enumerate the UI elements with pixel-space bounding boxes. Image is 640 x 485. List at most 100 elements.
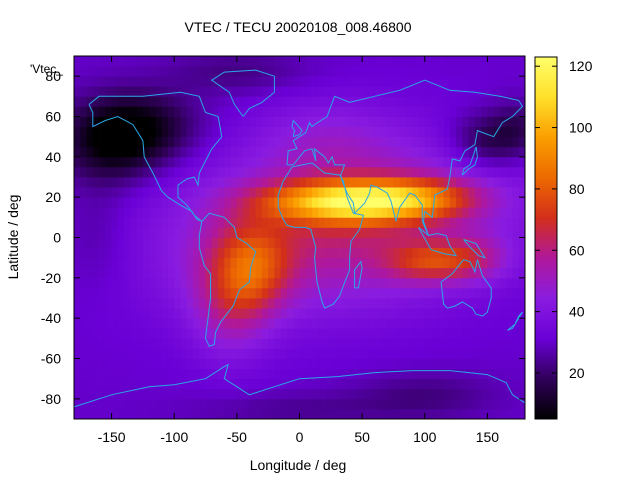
heatmap-cell [86,76,94,87]
heatmap-cell [167,287,175,299]
heatmap-cell [86,227,94,238]
heatmap-cell [324,247,332,259]
heatmap-cell [111,338,119,349]
heatmap-cell [418,66,426,77]
heatmap-cell [518,197,526,208]
heatmap-cell [355,257,363,269]
heatmap-cell [468,217,476,228]
heatmap-cell [180,156,188,168]
heatmap-cell [299,166,307,178]
heatmap-cell [293,287,300,299]
heatmap-cell [199,408,206,420]
heatmap-cell [487,277,495,289]
heatmap-cell [149,136,156,148]
heatmap-cell [374,197,382,208]
heatmap-cell [180,116,188,127]
heatmap-cell [343,56,351,67]
heatmap-cell [368,76,376,87]
heatmap-cell [105,76,112,87]
heatmap-cell [468,56,476,67]
heatmap-cell [193,358,200,369]
heatmap-cell [305,66,313,77]
heatmap-cell [362,126,369,138]
heatmap-cell [268,368,275,380]
heatmap-cell [124,207,131,218]
heatmap-cell [280,126,288,138]
heatmap-cell [337,166,344,178]
heatmap-cell [167,318,175,329]
heatmap-cell [405,86,413,97]
heatmap-cell [399,106,407,117]
heatmap-cell [280,76,288,87]
heatmap-cell [193,217,200,228]
heatmap-cell [205,106,213,117]
heatmap-cell [230,146,238,158]
heatmap-cell [274,166,282,178]
heatmap-cell [368,56,376,67]
heatmap-cell [324,267,332,279]
heatmap-cell [99,388,106,400]
heatmap-cell [199,217,206,228]
heatmap-cell [74,116,81,127]
heatmap-cell [337,368,344,380]
heatmap-cell [468,96,476,107]
heatmap-cell [136,348,144,359]
heatmap-cell [424,277,432,289]
heatmap-cell [305,267,313,279]
heatmap-cell [312,116,319,127]
heatmap-cell [299,207,307,218]
heatmap-cell [130,237,138,248]
x-tick-label: -150 [98,429,126,445]
heatmap-cell [80,227,87,238]
heatmap-cell [199,328,206,339]
heatmap-cell [493,156,501,168]
heatmap-cell [474,166,482,178]
heatmap-cell [255,388,263,400]
heatmap-cell [312,187,319,198]
heatmap-cell [99,227,106,238]
heatmap-cell [80,96,87,107]
heatmap-cell [99,217,106,228]
heatmap-cell [318,146,325,158]
heatmap-cell [180,257,188,269]
heatmap-cell [230,217,238,228]
heatmap-cell [380,86,388,97]
heatmap-cell [474,308,482,319]
heatmap-cell [399,398,407,410]
heatmap-cell [105,56,112,67]
heatmap-cell [330,76,338,87]
heatmap-cell [236,277,244,289]
heatmap-cell [399,237,407,248]
heatmap-cell [318,358,325,369]
heatmap-cell [167,408,175,420]
heatmap-cell [343,66,351,77]
heatmap-cell [349,126,357,138]
heatmap-cell [474,358,482,369]
heatmap-cell [518,257,526,269]
heatmap-cell [155,76,163,87]
heatmap-cell [424,166,432,178]
heatmap-cell [324,368,332,380]
heatmap-cell [92,298,100,309]
heatmap-cell [286,388,294,400]
heatmap-cell [218,237,225,248]
heatmap-cell [99,177,106,188]
heatmap-cell [142,318,150,329]
heatmap-cell [211,338,219,349]
heatmap-cell [374,358,382,369]
heatmap-cell [111,156,119,168]
heatmap-cell [136,308,144,319]
heatmap-cell [387,227,394,238]
heatmap-cell [261,96,269,107]
heatmap-cell [80,298,87,309]
heatmap-cell [174,338,181,349]
heatmap-cell [412,56,419,67]
heatmap-cell [305,197,313,208]
heatmap-cell [243,156,250,168]
heatmap-cell [462,76,470,87]
heatmap-cell [462,308,470,319]
heatmap-cell [174,287,181,299]
heatmap-cell [380,388,388,400]
heatmap-cell [99,187,106,198]
heatmap-cell [286,298,294,309]
